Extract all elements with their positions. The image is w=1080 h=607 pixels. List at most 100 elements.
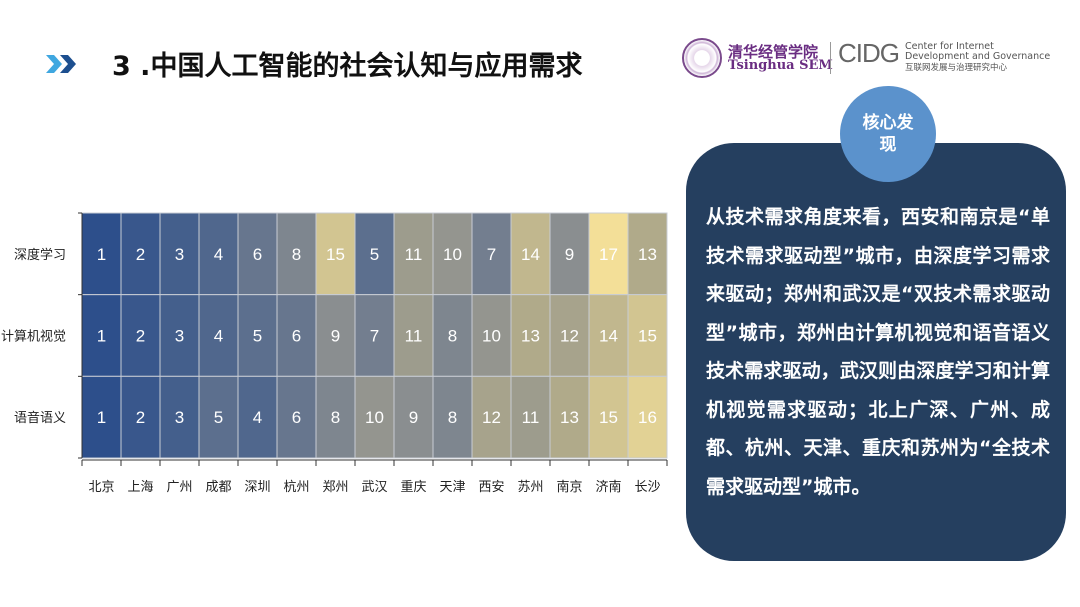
- cell-value: 6: [253, 245, 262, 264]
- heatmap-cell: [120, 212, 161, 296]
- y-tick-label: 语音语义: [14, 410, 66, 426]
- x-tick-label: 广州: [166, 480, 192, 495]
- heatmap-cell: [120, 294, 161, 377]
- x-tick-label: 重庆: [400, 479, 426, 495]
- heatmap-cell: [627, 375, 668, 459]
- cell-value: 4: [214, 327, 223, 346]
- x-tick-label: 杭州: [283, 480, 309, 495]
- logo-cidg-text: CIDG: [838, 38, 900, 68]
- logo-divider: [830, 42, 831, 74]
- heatmap-chart: 1 2 3 4 6 8 15 5 11 10 7 14 9 17 131 2 3 4 5 6 9 7 11 8 10 13 12 14…: [1, 212, 668, 495]
- x-tick-label: 长沙: [634, 480, 660, 495]
- cell-value: 11: [522, 408, 540, 427]
- tsinghua-seal-logo: [682, 38, 722, 78]
- cell-value: 8: [292, 245, 301, 264]
- heatmap-cell: [198, 294, 239, 377]
- heatmap-cell: [627, 294, 668, 377]
- cell-value: 13: [521, 327, 540, 346]
- cell-value: 15: [326, 245, 345, 264]
- heatmap-cell: [198, 212, 239, 296]
- x-tick-label: 天津: [439, 480, 465, 495]
- cell-value: 3: [175, 408, 184, 427]
- cell-value: 1: [97, 245, 106, 264]
- cell-value: 9: [331, 327, 340, 346]
- cell-value: 4: [214, 245, 223, 264]
- heatmap-cell: [237, 212, 278, 296]
- cell-value: 10: [443, 245, 462, 264]
- heatmap-cell: [276, 294, 317, 377]
- logo-cidg-cn: 互联网发展与治理研究中心: [905, 63, 1008, 73]
- cell-value: 9: [409, 408, 418, 427]
- x-tick-label: 西安: [478, 480, 504, 495]
- logo-cidg: CIDG: [838, 38, 900, 69]
- cell-value: 4: [253, 408, 262, 427]
- cell-value: 2: [136, 327, 145, 346]
- cell-value: 1: [97, 327, 106, 346]
- page-title: 3 .中国人工智能的社会认知与应用需求: [112, 51, 583, 82]
- heatmap-cell: [198, 375, 239, 459]
- heatmap-cell: [549, 212, 590, 296]
- cell-value: 12: [482, 408, 501, 427]
- logo-sem-en: Tsinghua SEM: [728, 58, 833, 73]
- findings-panel: [686, 143, 1066, 561]
- cell-value: 14: [599, 327, 618, 346]
- heatmap-cell: [393, 375, 434, 459]
- cell-value: 5: [214, 408, 223, 427]
- cell-value: 11: [405, 327, 423, 346]
- findings-text: 从技术需求角度来看，西安和南京是“单技术需求驱动型”城市，由深度学习需求来驱动；…: [706, 206, 1050, 498]
- cell-value: 8: [448, 408, 457, 427]
- cell-value: 5: [370, 245, 379, 264]
- x-tick-label: 上海: [127, 480, 153, 495]
- cell-value: 10: [365, 408, 384, 427]
- cell-value: 11: [405, 245, 423, 264]
- findings-badge: 核心发现: [840, 86, 936, 182]
- x-tick-label: 深圳: [244, 480, 270, 495]
- cell-value: 13: [638, 245, 657, 264]
- cell-value: 3: [175, 245, 184, 264]
- cell-value: 9: [565, 245, 574, 264]
- y-tick-label: 深度学习: [14, 247, 66, 263]
- y-tick-label: 计算机视觉: [1, 330, 66, 345]
- heatmap-cell: [432, 212, 473, 296]
- cell-value: 15: [638, 327, 657, 346]
- cell-value: 6: [292, 408, 301, 427]
- cell-value: 7: [370, 327, 379, 346]
- x-tick-label: 武汉: [361, 480, 387, 495]
- cell-value: 3: [175, 327, 184, 346]
- x-tick-label: 南京: [556, 479, 582, 495]
- cell-value: 15: [599, 408, 618, 427]
- heatmap-cell: [549, 294, 590, 377]
- heatmap-cell: [432, 375, 473, 459]
- cell-value: 7: [487, 245, 496, 264]
- heatmap-cell: [237, 375, 278, 459]
- heatmap-cell: [471, 294, 512, 377]
- heatmap-cell: [315, 375, 356, 459]
- heatmap-cell: [471, 375, 512, 459]
- cell-value: 2: [136, 408, 145, 427]
- heatmap-cell: [510, 375, 551, 459]
- heatmap-cell: [627, 212, 668, 296]
- heatmap-cell: [159, 375, 200, 459]
- heatmap-cell: [393, 294, 434, 377]
- heatmap-cell: [354, 294, 395, 377]
- heatmap-cell: [588, 375, 629, 459]
- cell-value: 16: [638, 408, 657, 427]
- heatmap-cell: [432, 294, 473, 377]
- heatmap-cell: [549, 375, 590, 459]
- cell-value: 13: [560, 408, 579, 427]
- x-tick-label: 苏州: [517, 479, 543, 495]
- logo-cidg-en1: Center for Internet: [905, 41, 994, 52]
- heatmap-cell: [159, 212, 200, 296]
- cell-value: 17: [599, 245, 618, 264]
- cell-value: 6: [292, 327, 301, 346]
- cell-value: 2: [136, 245, 145, 264]
- cell-value: 5: [253, 327, 262, 346]
- logo-sem-cn: 清华经管学院: [728, 43, 819, 61]
- heatmap-cell: [354, 212, 395, 296]
- cell-value: 10: [482, 327, 501, 346]
- heatmap-cell: [81, 375, 122, 459]
- cell-value: 8: [448, 327, 457, 346]
- heatmap-cell: [471, 212, 512, 296]
- cell-value: 8: [331, 408, 340, 427]
- heatmap-cell: [393, 212, 434, 296]
